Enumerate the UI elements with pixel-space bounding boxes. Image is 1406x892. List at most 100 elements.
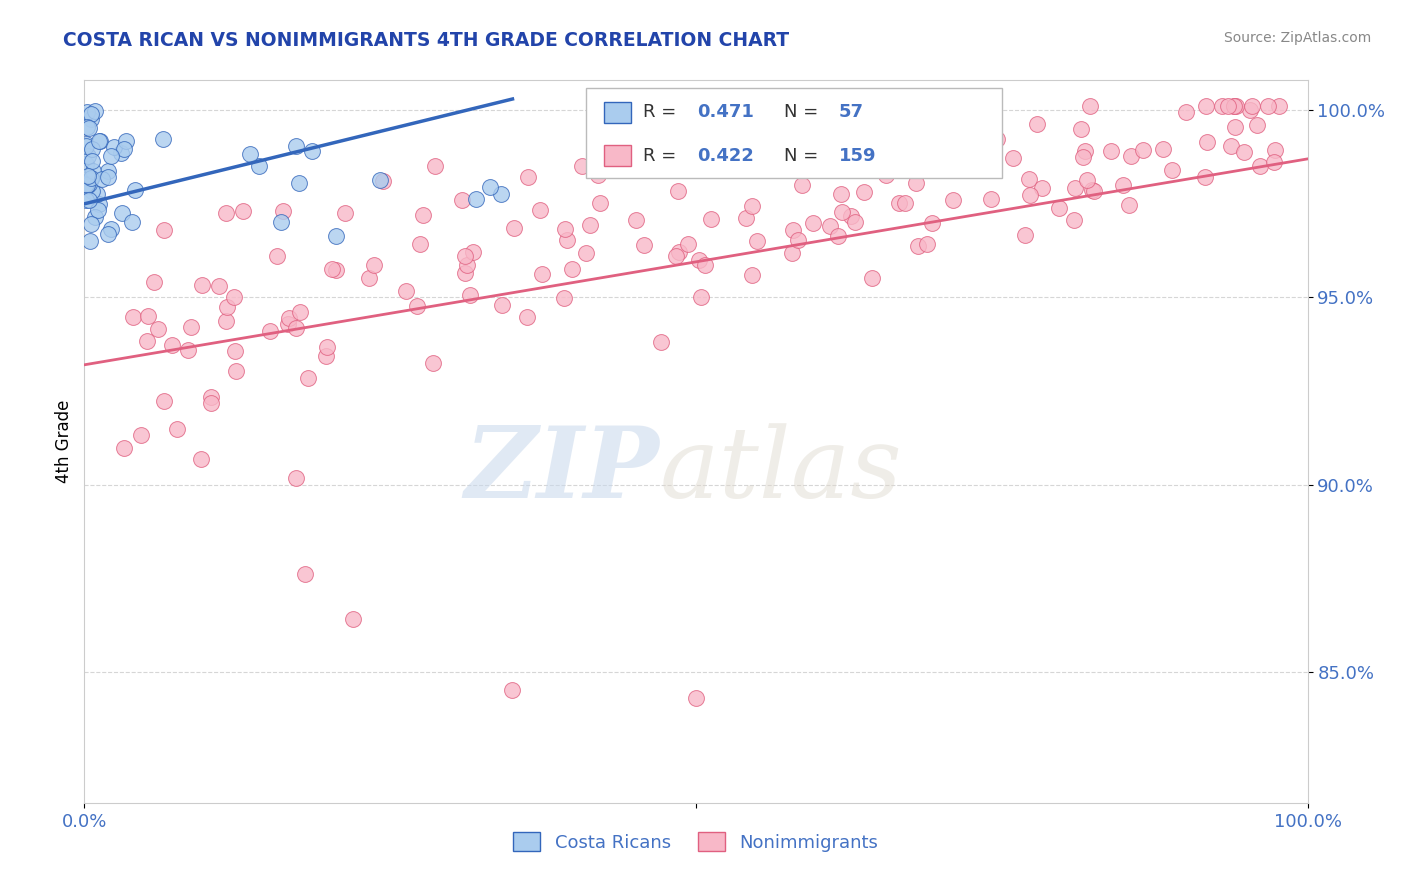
- Point: [75, 157, 97, 171]
- Point: [91, 172, 114, 186]
- Text: 0.471: 0.471: [697, 103, 754, 121]
- Point: [1268, 99, 1291, 113]
- Point: [1132, 143, 1154, 157]
- Point: [422, 356, 444, 370]
- Point: [1152, 142, 1174, 156]
- Point: [76, 120, 98, 134]
- Point: [121, 215, 143, 229]
- Point: [830, 186, 852, 201]
- Point: [77, 120, 100, 135]
- Point: [76, 105, 98, 120]
- Point: [801, 216, 824, 230]
- Point: [86, 186, 108, 201]
- Point: [136, 334, 159, 348]
- Point: [152, 223, 174, 237]
- Point: [176, 343, 198, 357]
- Point: [699, 211, 721, 226]
- Point: [456, 258, 478, 272]
- Point: [782, 223, 804, 237]
- Point: [461, 245, 484, 260]
- Point: [325, 228, 347, 243]
- Point: [491, 298, 513, 312]
- Point: [97, 169, 120, 184]
- Point: [80, 217, 103, 231]
- Point: [1063, 213, 1085, 227]
- Point: [503, 221, 526, 235]
- Point: [342, 612, 364, 626]
- Point: [160, 338, 183, 352]
- Point: [1222, 99, 1244, 113]
- Point: [1219, 139, 1241, 153]
- Point: [373, 174, 395, 188]
- Point: [831, 205, 853, 219]
- Point: [915, 237, 938, 252]
- Point: [1064, 181, 1087, 195]
- Point: [217, 300, 239, 314]
- Point: [1223, 120, 1246, 134]
- Point: [100, 222, 122, 236]
- Point: [103, 140, 125, 154]
- Text: Source: ZipAtlas.com: Source: ZipAtlas.com: [1223, 31, 1371, 45]
- Point: [1076, 172, 1098, 186]
- Point: [80, 112, 103, 127]
- Point: [1264, 144, 1286, 158]
- Point: [278, 311, 301, 326]
- Point: [136, 309, 159, 323]
- Point: [1257, 99, 1279, 113]
- Point: [79, 107, 101, 121]
- Point: [820, 219, 842, 233]
- Point: [110, 145, 132, 160]
- Point: [148, 322, 170, 336]
- Point: [1078, 99, 1101, 113]
- Point: [259, 324, 281, 338]
- Point: [395, 284, 418, 298]
- Legend: Costa Ricans, Nonimmigrants: Costa Ricans, Nonimmigrants: [506, 825, 886, 859]
- Text: COSTA RICAN VS NONIMMIGRANTS 4TH GRADE CORRELATION CHART: COSTA RICAN VS NONIMMIGRANTS 4TH GRADE C…: [63, 31, 789, 50]
- Point: [89, 134, 111, 148]
- Point: [792, 178, 814, 193]
- Point: [200, 396, 222, 410]
- Point: [517, 170, 540, 185]
- Point: [224, 343, 246, 358]
- Point: [735, 211, 758, 226]
- Point: [75, 138, 97, 153]
- Point: [84, 104, 107, 119]
- Point: [166, 422, 188, 436]
- Point: [82, 163, 104, 178]
- Point: [87, 202, 110, 217]
- Point: [1233, 145, 1256, 159]
- Point: [1080, 183, 1102, 197]
- Point: [80, 172, 103, 186]
- Point: [1049, 201, 1071, 215]
- Point: [1263, 154, 1285, 169]
- Point: [84, 210, 107, 224]
- Text: 57: 57: [839, 103, 865, 121]
- Point: [247, 160, 270, 174]
- Point: [143, 275, 166, 289]
- Point: [409, 237, 432, 252]
- Point: [288, 176, 311, 190]
- Bar: [605, 145, 631, 167]
- Point: [97, 227, 120, 241]
- Point: [225, 364, 247, 378]
- Point: [741, 268, 763, 283]
- Point: [668, 184, 690, 198]
- Point: [450, 193, 472, 207]
- Text: ZIP: ZIP: [464, 422, 659, 518]
- Point: [1216, 99, 1239, 113]
- Point: [745, 234, 768, 248]
- Point: [190, 451, 212, 466]
- Point: [690, 290, 713, 304]
- Point: [668, 244, 690, 259]
- Point: [1118, 198, 1140, 212]
- Text: 159: 159: [839, 146, 876, 165]
- Point: [1241, 99, 1264, 113]
- Point: [405, 299, 427, 313]
- Point: [285, 321, 308, 335]
- Point: [575, 245, 598, 260]
- Point: [77, 178, 100, 192]
- Point: [1249, 159, 1271, 173]
- Point: [460, 287, 482, 301]
- Point: [561, 262, 583, 277]
- Point: [208, 279, 231, 293]
